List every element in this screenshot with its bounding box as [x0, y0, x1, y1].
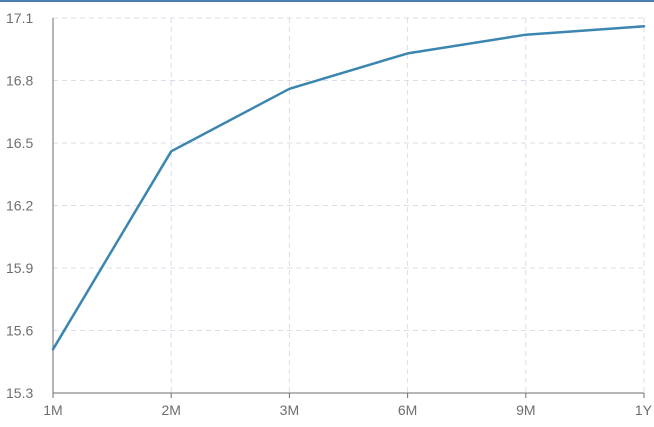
- grid-layer: [53, 17, 645, 393]
- axis-layer: [52, 18, 645, 398]
- top-border: [0, 0, 654, 2]
- x-tick-label: 1M: [43, 402, 62, 418]
- label-layer: 15.3 15.6 15.9 16.2 16.5 16.8 17.1 1M 2M 3M 6M 9M 1Y: [6, 10, 653, 418]
- series-line: [51, 25, 646, 351]
- x-tick-label: 3M: [280, 402, 299, 418]
- y-tick-label: 16.8: [6, 73, 33, 89]
- y-tick-label: 16.5: [6, 135, 33, 151]
- y-tick-label: 16.2: [6, 198, 33, 214]
- y-tick-label: 15.6: [6, 323, 33, 339]
- series-layer: [51, 25, 646, 351]
- y-tick-label: 15.3: [6, 385, 33, 401]
- y-tick-label: 15.9: [6, 260, 33, 276]
- y-tick-label: 17.1: [6, 10, 33, 26]
- x-tick-label: 9M: [516, 402, 535, 418]
- x-tick-label: 1Y: [635, 402, 653, 418]
- x-tick-label: 2M: [161, 402, 180, 418]
- x-tick-label: 6M: [398, 402, 417, 418]
